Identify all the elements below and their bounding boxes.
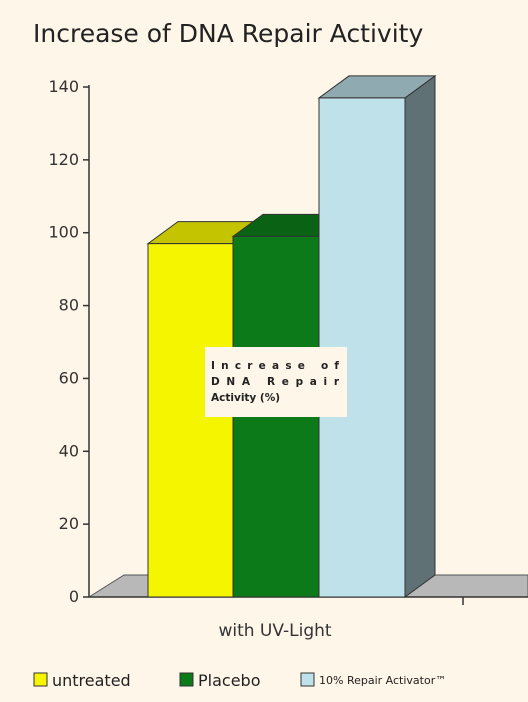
y-tick-label: 80 bbox=[59, 296, 79, 315]
legend: untreated Placebo 10% Repair Activator™ bbox=[33, 671, 446, 690]
legend-swatch-untreated bbox=[33, 672, 48, 687]
y-tick-label: 120 bbox=[48, 150, 79, 169]
y-tick-label: 0 bbox=[69, 587, 79, 606]
legend-item-placebo: Placebo bbox=[179, 671, 260, 690]
annotation-line-3: Activity (%) bbox=[211, 392, 280, 404]
bar-side-face bbox=[404, 74, 436, 598]
legend-item-untreated: untreated bbox=[33, 671, 131, 690]
x-category-label: with UV-Light bbox=[218, 621, 331, 641]
chart-title: Increase of DNA Repair Activity bbox=[33, 19, 423, 48]
y-tick-label: 40 bbox=[59, 441, 79, 460]
bar-front-face bbox=[147, 243, 235, 598]
legend-label-placebo: Placebo bbox=[198, 671, 260, 690]
y-tick-label: 60 bbox=[59, 368, 79, 387]
y-axis: 0 20 40 60 80 100 120 140 bbox=[48, 77, 528, 606]
bars bbox=[146, 74, 437, 598]
y-tick-label: 100 bbox=[48, 223, 79, 242]
legend-item-repair-activator: 10% Repair Activator™ bbox=[300, 672, 446, 687]
data-annotation: Increase of DNA Repair Activity (%) bbox=[205, 347, 347, 417]
legend-label-repair-activator: 10% Repair Activator™ bbox=[319, 674, 446, 687]
annotation-box bbox=[205, 347, 347, 417]
legend-swatch-placebo bbox=[179, 672, 194, 687]
bar-10-repair-activator bbox=[317, 74, 437, 598]
legend-swatch-repair-activator bbox=[300, 672, 315, 687]
y-tick-label: 20 bbox=[59, 514, 79, 533]
legend-label-untreated: untreated bbox=[52, 671, 131, 690]
y-tick-label: 140 bbox=[48, 77, 79, 96]
